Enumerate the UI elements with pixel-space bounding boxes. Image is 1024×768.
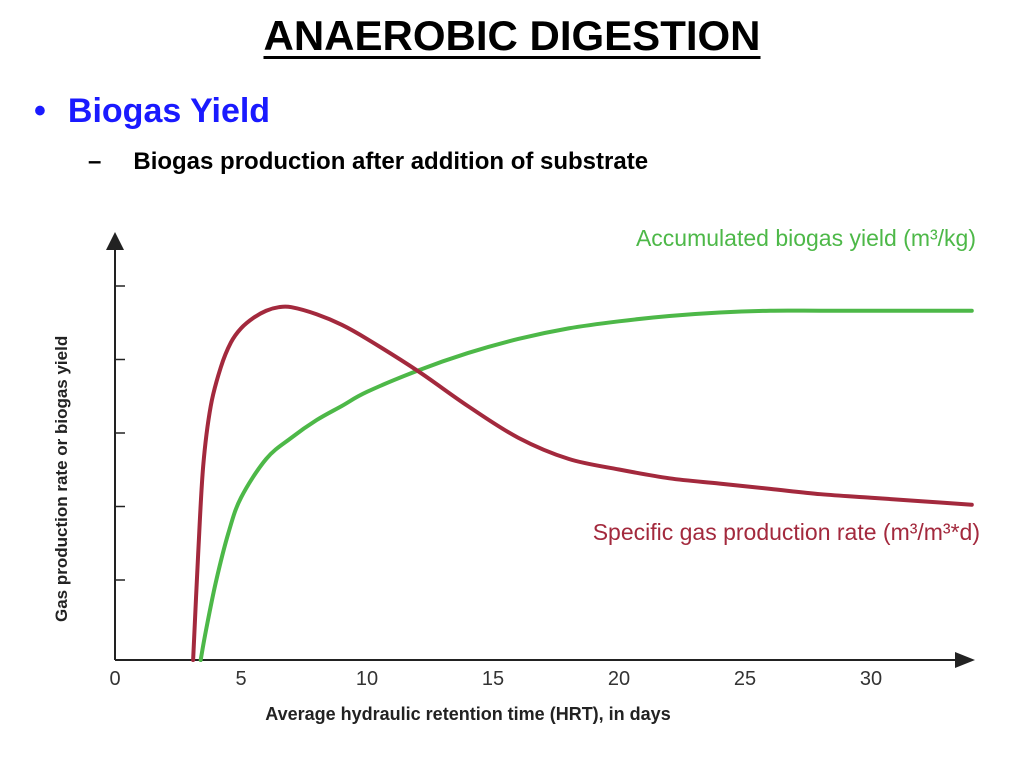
- slide-title: ANAEROBIC DIGESTION: [263, 12, 761, 59]
- x-axis-arrow-icon: [955, 652, 975, 668]
- series-specific-rate-line: [191, 304, 974, 662]
- bullet-biogas-yield: • Biogas Yield: [34, 92, 270, 131]
- chart-labels: 0 5 10 15 20 25 30 Average hydraulic retention …: [109, 225, 980, 724]
- subbullet-dash: –: [88, 148, 102, 175]
- series-accumulated-yield-line: [198, 308, 974, 662]
- x-tick-label: 15: [482, 668, 504, 690]
- subbullet-item: – Biogas production after addition of su…: [88, 148, 648, 176]
- x-tick-label: 0: [109, 668, 120, 690]
- chart-series-layer: [191, 304, 974, 662]
- subbullet-label: Biogas production after addition of subs…: [133, 148, 649, 175]
- bullet-label: Biogas Yield: [67, 92, 271, 130]
- x-tick-label: 5: [235, 668, 246, 690]
- x-axis-title: Average hydraulic retention time (HRT), …: [265, 704, 670, 724]
- x-tick-label: 25: [734, 668, 756, 690]
- chart-axes: [106, 232, 975, 668]
- y-axis-arrow-icon: [106, 232, 124, 250]
- x-tick-label: 30: [860, 668, 882, 690]
- bullet-dot-icon: •: [34, 92, 46, 130]
- series-label-specific-rate: Specific gas production rate (m³/m³*d): [593, 519, 980, 545]
- x-tick-label: 20: [608, 668, 630, 690]
- x-tick-label: 10: [356, 668, 378, 690]
- series-label-accumulated-yield: Accumulated biogas yield (m³/kg): [636, 225, 976, 251]
